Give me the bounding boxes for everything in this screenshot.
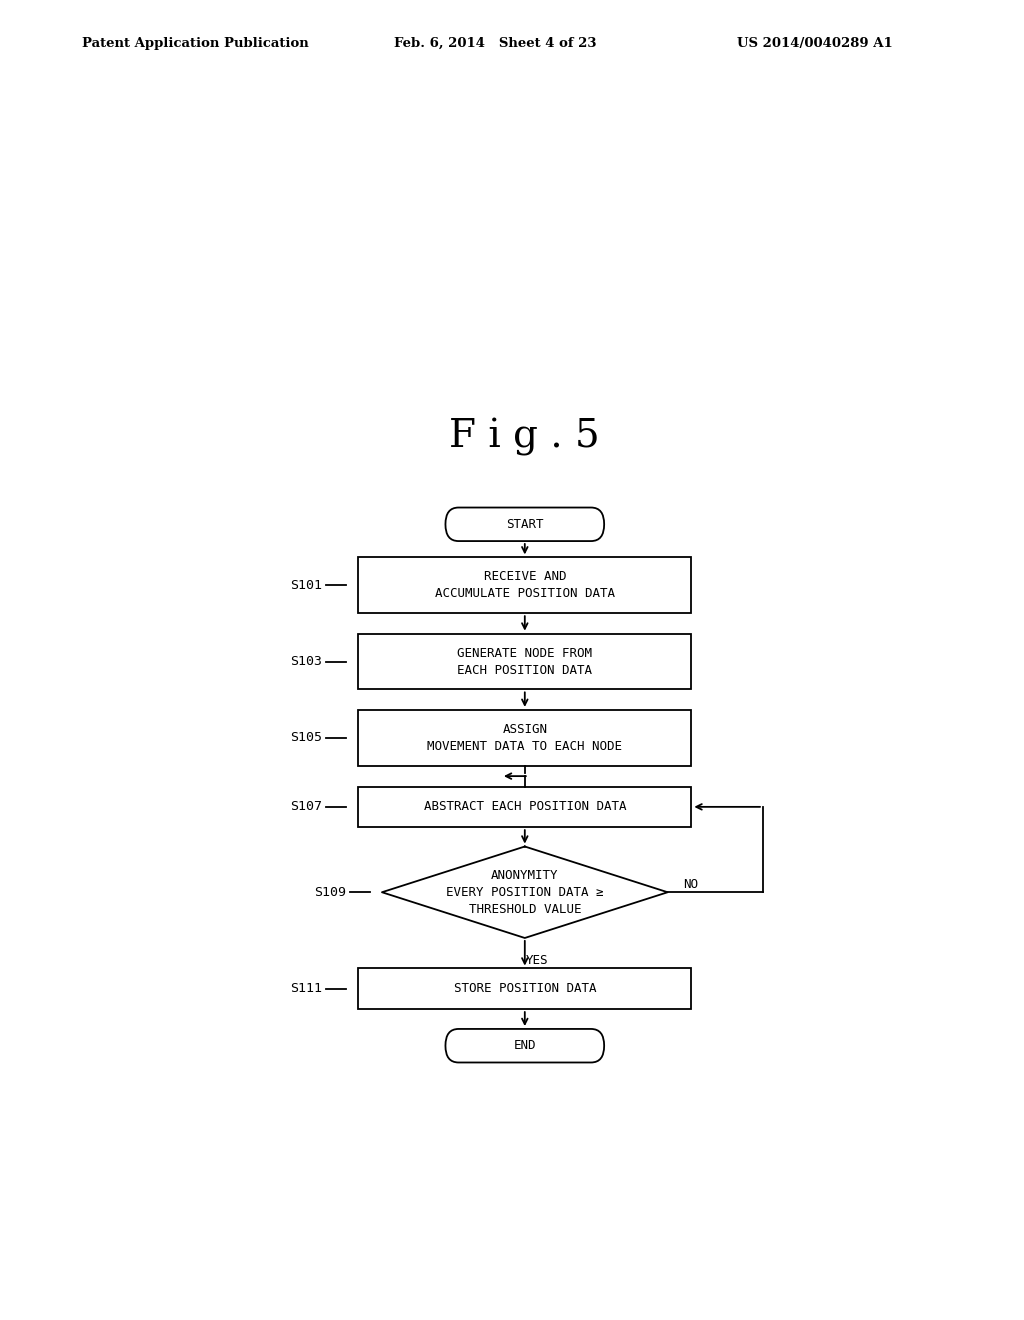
FancyBboxPatch shape <box>445 1030 604 1063</box>
Text: STORE POSITION DATA: STORE POSITION DATA <box>454 982 596 995</box>
Text: START: START <box>506 517 544 531</box>
Text: S105: S105 <box>291 731 323 744</box>
Text: ANONYMITY
EVERY POSITION DATA ≥
THRESHOLD VALUE: ANONYMITY EVERY POSITION DATA ≥ THRESHOL… <box>446 869 603 916</box>
Text: RECEIVE AND
ACCUMULATE POSITION DATA: RECEIVE AND ACCUMULATE POSITION DATA <box>435 570 614 601</box>
Text: S103: S103 <box>291 655 323 668</box>
Text: ABSTRACT EACH POSITION DATA: ABSTRACT EACH POSITION DATA <box>424 800 626 813</box>
Text: END: END <box>514 1039 536 1052</box>
FancyBboxPatch shape <box>358 969 691 1008</box>
Text: ASSIGN
MOVEMENT DATA TO EACH NODE: ASSIGN MOVEMENT DATA TO EACH NODE <box>427 723 623 752</box>
Text: GENERATE NODE FROM
EACH POSITION DATA: GENERATE NODE FROM EACH POSITION DATA <box>458 647 592 677</box>
Text: NO: NO <box>684 878 698 891</box>
Text: S109: S109 <box>314 886 346 899</box>
Text: S111: S111 <box>291 982 323 995</box>
Text: Patent Application Publication: Patent Application Publication <box>82 37 308 50</box>
Text: US 2014/0040289 A1: US 2014/0040289 A1 <box>737 37 893 50</box>
Text: S101: S101 <box>291 578 323 591</box>
FancyBboxPatch shape <box>358 710 691 766</box>
Text: YES: YES <box>525 954 548 968</box>
Text: Feb. 6, 2014   Sheet 4 of 23: Feb. 6, 2014 Sheet 4 of 23 <box>394 37 597 50</box>
Text: S107: S107 <box>291 800 323 813</box>
FancyBboxPatch shape <box>445 507 604 541</box>
FancyBboxPatch shape <box>358 787 691 828</box>
FancyBboxPatch shape <box>358 634 691 689</box>
FancyBboxPatch shape <box>358 557 691 614</box>
Text: F i g . 5: F i g . 5 <box>450 418 600 455</box>
